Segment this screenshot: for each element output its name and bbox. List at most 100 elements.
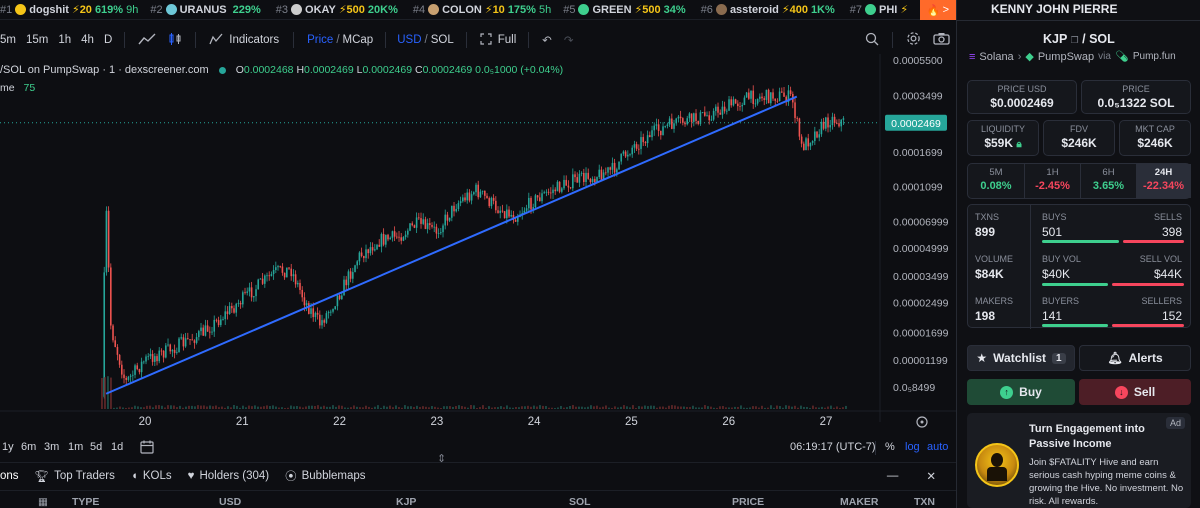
timeframe-15m[interactable]: 15m <box>25 34 49 46</box>
volume-bar <box>563 407 565 409</box>
ticker-item[interactable]: #1 dogshit ⚡20 619% 9h <box>0 3 138 17</box>
volume-bar <box>824 407 826 409</box>
camera-icon[interactable] <box>933 32 950 48</box>
timeframe-1h[interactable]: 1h <box>58 34 72 46</box>
calendar-icon[interactable]: ▦ <box>38 496 48 508</box>
col-sol[interactable]: SOL <box>569 496 591 508</box>
range-1m[interactable]: 1m <box>68 441 84 453</box>
col-price[interactable]: PRICE <box>732 496 765 508</box>
alerts-button[interactable]: 🔔︎ Alerts <box>1079 345 1191 371</box>
y-tick-label: 0.00006999 <box>893 217 949 229</box>
volume-bar <box>599 407 601 409</box>
candle-body <box>752 90 755 104</box>
collapse-icon[interactable]: — <box>886 469 899 482</box>
timeframe-4h[interactable]: 4h <box>81 34 94 46</box>
sell-button[interactable]: ↓ Sell <box>1079 379 1191 405</box>
candle-body <box>242 292 244 305</box>
timeframe-5m[interactable]: 5m <box>0 34 16 46</box>
volume-bar <box>644 405 646 409</box>
dex-link[interactable]: PumpSwap <box>1037 50 1095 63</box>
percent-toggle[interactable]: % <box>885 441 895 453</box>
chain-link[interactable]: Solana <box>979 50 1014 63</box>
volume-bar <box>377 405 379 409</box>
volume-bar <box>800 405 802 409</box>
auto-toggle[interactable]: auto <box>927 441 949 453</box>
ticker-item[interactable]: #5 GREEN ⚡500 34% <box>563 3 688 17</box>
ticker-item[interactable]: #4 COLON ⚡10 175% 5h <box>413 3 551 17</box>
chart-legend: /SOL on PumpSwap · 1 · dexscreener.com O… <box>0 63 880 77</box>
range-1d[interactable]: 1d <box>111 441 124 453</box>
ticker-item[interactable]: #2 URANUS 229% <box>150 4 263 16</box>
copy-icon[interactable]: ❐ <box>1070 35 1079 45</box>
indicators-icon[interactable] <box>209 33 223 48</box>
ticker-name: OKAY <box>305 3 336 16</box>
tab-bubblemaps[interactable]: ⦿ Bubblemaps <box>285 469 366 483</box>
ticker-item[interactable]: #6 assteroid ⚡400 1K% <box>701 3 838 17</box>
range-1y[interactable]: 1y <box>2 441 14 453</box>
watchlist-button[interactable]: ★ Watchlist 1 <box>967 345 1075 371</box>
candle-body <box>666 124 669 127</box>
usd-toggle[interactable]: USD <box>397 34 422 46</box>
candle-body <box>389 237 392 240</box>
volume-bar <box>545 406 547 409</box>
candle-body <box>776 100 779 102</box>
col-usd[interactable]: USD <box>219 496 242 508</box>
period-24h[interactable]: 24H -22.34% <box>1136 164 1191 198</box>
volume-bar <box>155 405 157 409</box>
mcap-toggle[interactable]: MCap <box>342 34 374 46</box>
candle-body <box>822 121 825 129</box>
candle-body <box>811 141 814 143</box>
ad-card[interactable]: Ad Turn Engagement into Passive Income J… <box>967 413 1191 508</box>
col-kjp[interactable]: KJP <box>396 496 417 508</box>
ticker-rank: #7 <box>849 3 863 16</box>
log-toggle[interactable]: log <box>905 441 920 453</box>
ticker-item[interactable]: #7 PHI ⚡ <box>849 3 914 17</box>
volume-bar <box>737 406 739 409</box>
search-icon[interactable] <box>865 32 879 49</box>
candle-body <box>833 116 836 123</box>
volume-bar <box>356 406 358 409</box>
candles-icon[interactable] <box>168 32 182 49</box>
volume-bar <box>197 405 199 409</box>
y-tick-label: 0.00001699 <box>893 328 949 340</box>
col-type[interactable]: TYPE <box>72 496 100 508</box>
sol-toggle[interactable]: SOL <box>430 34 454 46</box>
period-6h[interactable]: 6H 3.65% <box>1080 164 1136 198</box>
calendar-icon[interactable] <box>140 440 154 457</box>
indicators-button[interactable]: Indicators <box>229 34 280 46</box>
buy-button[interactable]: ↑ Buy <box>967 379 1075 405</box>
tab-transactions[interactable]: ons <box>0 469 19 482</box>
gear-icon[interactable] <box>906 31 921 49</box>
resize-handle-icon[interactable]: ⇕ <box>437 453 447 465</box>
candle-body <box>387 234 389 240</box>
line-chart-icon[interactable] <box>138 33 156 48</box>
price-toggle[interactable]: Price <box>307 34 334 46</box>
period-5m[interactable]: 5M 0.08% <box>980 167 1012 192</box>
tab-holders[interactable]: ♥ Holders (304) <box>187 469 270 482</box>
price-chart[interactable]: 0.0005500 0.0003499 0.0002469 0.0001699 0.00… <box>0 54 956 444</box>
fullscreen-icon[interactable] <box>480 32 492 48</box>
volume-bar <box>239 407 241 409</box>
period-1h[interactable]: 1H -2.45% <box>1024 164 1080 198</box>
close-icon[interactable]: ✕ <box>926 470 936 483</box>
range-5d[interactable]: 5d <box>90 441 103 453</box>
chart-canvas[interactable]: 0.0005500 0.0003499 0.0002469 0.0001699 0.00… <box>0 54 956 444</box>
range-6m[interactable]: 6m <box>21 441 37 453</box>
y-tick-label: 0.0001699 <box>893 147 943 159</box>
timeframe-d[interactable]: D <box>103 34 113 46</box>
volume-bar <box>575 406 577 409</box>
range-3m[interactable]: 3m <box>44 441 60 453</box>
col-txn[interactable]: TXN <box>914 496 935 508</box>
ad-badge: Ad <box>1165 417 1185 429</box>
trending-toggle-button[interactable]: 🔥 > <box>920 0 956 20</box>
ticker-item[interactable]: #3 OKAY ⚡500 20K% <box>276 3 401 17</box>
candle-body <box>281 266 284 273</box>
undo-icon[interactable]: ↶ <box>542 35 552 47</box>
volume-bar <box>818 407 820 409</box>
launchpad-link[interactable]: Pump.fun <box>1132 51 1176 62</box>
tab-kols[interactable]: ◖ KOLs <box>130 469 172 482</box>
full-button[interactable]: Full <box>497 34 517 46</box>
tab-top-traders[interactable]: 🏆︎ Top Traders <box>34 469 115 483</box>
col-maker[interactable]: MAKER <box>840 496 879 508</box>
trendline <box>105 95 798 395</box>
